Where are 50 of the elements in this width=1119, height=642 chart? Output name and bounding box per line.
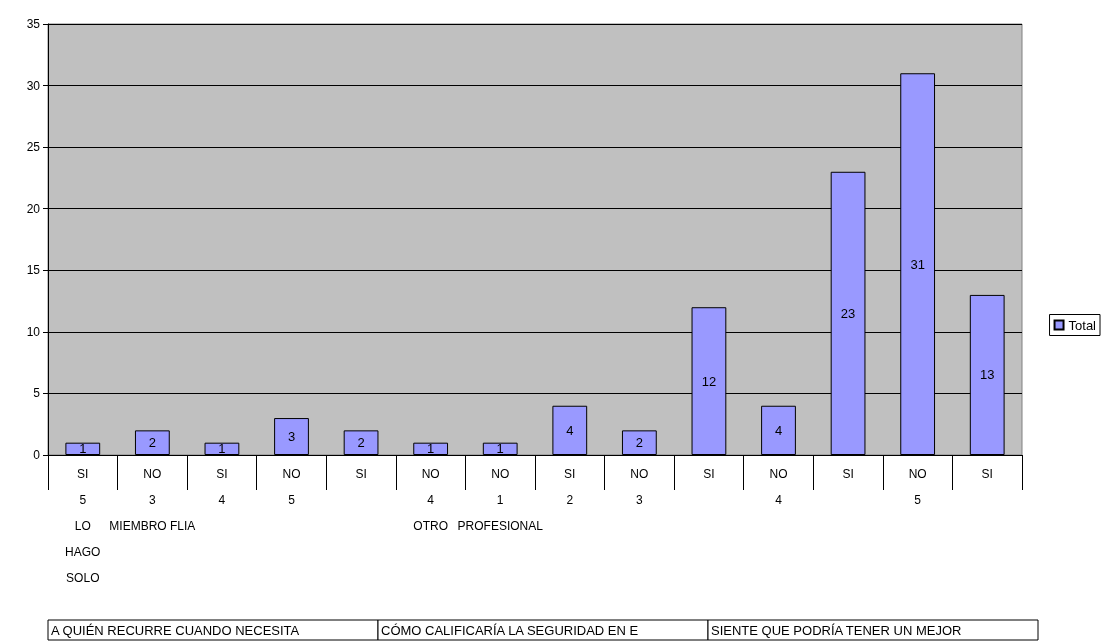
data-label: 2 xyxy=(148,435,156,451)
x-tick-label: SI 4 xyxy=(216,467,228,507)
y-tick-label: 15 xyxy=(26,263,41,278)
data-label: 3 xyxy=(287,429,296,445)
y-tick-label: 30 xyxy=(26,78,41,93)
bar xyxy=(413,442,449,455)
data-label: 1 xyxy=(427,441,435,457)
data-label: 2 xyxy=(357,435,365,451)
data-label: 1 xyxy=(496,441,504,457)
x-tick-label: SI 2 xyxy=(564,467,576,507)
y-tick-label: 0 xyxy=(33,448,41,462)
text: SIENTE QUE PODRÍA TENER UN MEJOR xyxy=(711,623,962,638)
bar xyxy=(761,405,796,455)
text: A QUIÉN RECURRE CUANDO NECESITA xyxy=(51,623,300,638)
legend-label: Total xyxy=(1068,317,1097,333)
data-label: 13 xyxy=(979,367,995,383)
data-label: 4 xyxy=(774,422,783,438)
data-label: 1 xyxy=(79,441,87,457)
y-tick-label: 35 xyxy=(26,17,41,31)
x-tick-label: SI 5 LO HAGO SOLO xyxy=(65,467,101,585)
bar xyxy=(621,430,657,455)
y-tick-label: 25 xyxy=(26,140,41,155)
y-tick-label: 10 xyxy=(26,324,41,339)
bar xyxy=(482,442,518,455)
x-tick-label: NO 3 xyxy=(630,467,649,507)
data-label: 12 xyxy=(701,373,717,389)
data-label: 31 xyxy=(910,256,925,272)
x-tick-label: NO 1 PROFESIONAL xyxy=(457,467,544,533)
bar xyxy=(204,442,240,455)
text: CÓMO CALIFICARÍA LA SEGURIDAD EN E xyxy=(381,623,639,638)
data-label: 23 xyxy=(840,305,856,321)
x-tick-label: SI xyxy=(703,467,715,481)
x-tick-label: SI xyxy=(842,467,854,481)
bar xyxy=(552,405,588,455)
x-tick-label: NO 4 xyxy=(769,467,788,507)
bar xyxy=(274,418,309,455)
y-tick-label: 5 xyxy=(33,386,41,401)
y-tick-label: 20 xyxy=(26,201,41,216)
x-tick-label: SI xyxy=(981,467,993,481)
bar xyxy=(65,442,101,455)
x-tick-label: NO 5 xyxy=(282,467,301,507)
bar xyxy=(343,430,379,455)
data-label: 2 xyxy=(635,435,643,451)
x-tick-label: NO 5 xyxy=(908,467,927,507)
x-tick-label: SI xyxy=(355,467,367,481)
bar xyxy=(134,430,170,455)
x-tick-label: NO 3 MIEMBRO FLIA xyxy=(109,467,196,533)
data-label: 1 xyxy=(218,441,226,457)
data-label: 4 xyxy=(566,422,574,438)
x-tick-label: NO 4 OTRO xyxy=(413,467,448,533)
